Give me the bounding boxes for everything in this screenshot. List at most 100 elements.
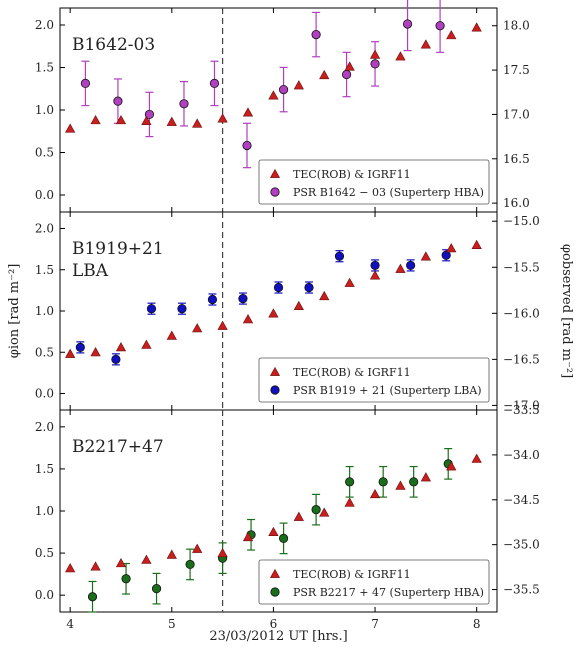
y-tick-label-right: −17.0 [503, 398, 540, 412]
y-tick-label-left: 0.5 [35, 546, 54, 560]
panel-label: B1642-03 [72, 35, 155, 55]
y-tick-label-left: 1.0 [35, 504, 54, 518]
obs-point [273, 282, 284, 293]
model-point [166, 549, 177, 559]
y-tick-label-left: 0.5 [35, 345, 54, 359]
obs-point [111, 354, 121, 364]
y-axis-label-left: φion [rad m⁻²] [7, 264, 22, 359]
x-tick-label: 5 [168, 617, 176, 631]
obs-point [75, 342, 85, 352]
y-tick-label-left: 2.0 [35, 420, 54, 434]
model-point [217, 113, 228, 123]
model-point [395, 480, 406, 490]
model-point [141, 115, 152, 126]
x-tick-label: 8 [473, 617, 481, 631]
model-point [471, 22, 482, 32]
obs-point [304, 282, 314, 293]
obs-point [177, 304, 187, 314]
model-point [395, 263, 406, 273]
x-tick-label: 4 [66, 617, 74, 631]
y-tick-label-right: −35.5 [503, 583, 540, 597]
obs-point [311, 505, 321, 515]
legend-marker-obs [270, 187, 280, 197]
model-point [217, 547, 228, 558]
obs-point [345, 477, 355, 487]
model-point [369, 270, 381, 280]
panel-label: B1919+21 [72, 239, 164, 259]
y-tick-label-left: 1.5 [35, 462, 54, 476]
model-point [65, 563, 76, 573]
legend-label-model: TEC(ROB) & IGRF11 [293, 366, 411, 379]
model-point [344, 497, 355, 507]
obs-point [406, 260, 416, 271]
model-point [166, 330, 177, 340]
obs-point [370, 59, 380, 69]
model-point [65, 123, 76, 133]
obs-point [402, 19, 413, 29]
obs-point [341, 69, 352, 80]
panel-label: LBA [72, 261, 109, 281]
model-point [293, 300, 304, 311]
obs-point [278, 85, 289, 95]
model-point [344, 277, 355, 287]
legend-marker-model [269, 366, 281, 376]
y-tick-label-right: −16.5 [503, 352, 540, 366]
legend-marker-model [269, 168, 281, 178]
model-point [369, 488, 381, 499]
y-tick-label-left: 0.5 [35, 146, 54, 160]
model-point [293, 511, 304, 521]
model-point [90, 114, 101, 125]
model-point [115, 342, 127, 352]
obs-point [207, 294, 218, 305]
model-point [115, 557, 127, 568]
y-tick-label-left: 2.0 [35, 18, 54, 32]
model-point [319, 507, 330, 517]
panel-3: 4 5 6 7 8 0.0 0.5 1.0 1.5 2.0 −35.5 −35.0 −34.5 −34.0… [35, 403, 540, 631]
model-point [446, 29, 457, 40]
y-tick-label-left: 1.5 [35, 263, 54, 277]
y-tick-label-right: −33.5 [503, 403, 540, 417]
model-point [242, 531, 254, 542]
model-point [141, 339, 152, 349]
obs-point [87, 592, 98, 602]
legend-marker-obs [270, 385, 280, 395]
legend-box [258, 159, 490, 205]
model-point [319, 69, 330, 80]
legend-marker-model [269, 568, 281, 578]
x-tick-label: 6 [270, 617, 278, 631]
model-point [268, 308, 279, 318]
x-axis-label: 23/03/2012 UT [hrs.] [209, 629, 347, 644]
legend-marker-obs [270, 587, 280, 597]
y-tick-label-left: 1.0 [35, 304, 54, 318]
y-tick-label-right: −35.0 [503, 538, 540, 552]
model-point [446, 461, 457, 471]
obs-point [435, 21, 445, 31]
y-tick-label-right: 18.0 [503, 19, 530, 33]
y-tick-label-right: 17.0 [503, 107, 530, 121]
model-point [420, 472, 431, 482]
y-tick-label-left: 0.0 [35, 188, 54, 202]
y-tick-label-right: 17.5 [503, 63, 530, 77]
obs-point [179, 99, 189, 109]
model-point [420, 39, 431, 49]
model-point [268, 90, 279, 100]
y-tick-label-right: −15.0 [503, 214, 540, 228]
y-tick-label-left: 2.0 [35, 222, 54, 236]
model-point [344, 61, 355, 71]
y-tick-label-right: −34.5 [503, 493, 540, 507]
panel-1: 0.0 0.5 1.0 1.5 2.0 16.0 16.5 17.0 17.5 18.0 B1642… [35, 0, 530, 213]
model-point [471, 239, 482, 249]
y-tick-label-right: 16.0 [503, 196, 530, 210]
legend-label-model: TEC(ROB) & IGRF11 [293, 568, 411, 581]
y-tick-label-left: 1.5 [35, 61, 54, 75]
model-point [192, 118, 203, 128]
y-tick-label-right: −15.5 [503, 260, 540, 274]
obs-point [409, 477, 419, 487]
obs-point [278, 533, 289, 543]
model-point [242, 107, 254, 117]
model-point [268, 526, 279, 537]
y-tick-label-right: −34.0 [503, 448, 540, 462]
model-point [369, 49, 381, 59]
y-tick-label-left: 0.0 [35, 387, 54, 401]
